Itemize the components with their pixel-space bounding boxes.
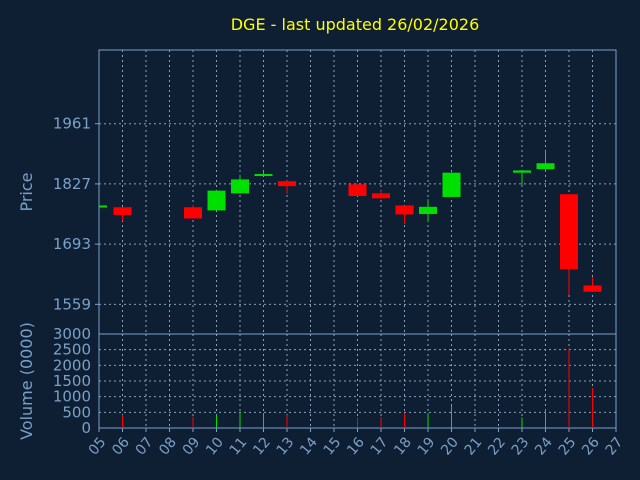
candle-body <box>348 184 367 197</box>
x-axis-label: Day <box>332 458 362 476</box>
volume-tick-label: 1000 <box>53 388 91 406</box>
x-tick-label: 15 <box>321 434 345 458</box>
x-tick-label: 12 <box>250 434 274 458</box>
grid-layer <box>95 49 617 432</box>
volume-tick-label: 2000 <box>53 356 91 374</box>
x-tick-label: 20 <box>438 434 462 458</box>
candle-body <box>372 193 390 199</box>
candle-body <box>442 172 461 197</box>
volume-tick-label: 500 <box>62 403 91 421</box>
candle-body <box>254 174 273 177</box>
x-tick-label: 17 <box>368 434 392 458</box>
candle-body <box>231 179 249 194</box>
x-tick-label: 09 <box>180 434 204 458</box>
candle-body <box>278 181 296 187</box>
price-tick-label: 1961 <box>53 115 91 133</box>
chart-title: DGE - last updated 26/02/2026 <box>231 15 480 34</box>
candle-body <box>419 206 437 215</box>
x-tick-label: 23 <box>509 434 533 458</box>
volume-axis-label: Volume (0000) <box>17 322 36 440</box>
x-tick-label: 18 <box>391 434 415 458</box>
x-tick-label: 24 <box>532 434 556 458</box>
x-tick-label: 21 <box>462 434 486 458</box>
price-tick-label: 1693 <box>53 235 91 253</box>
candle-body <box>113 207 132 215</box>
candle-body <box>513 170 531 173</box>
x-tick-label: 25 <box>556 434 580 458</box>
marks-layer <box>98 151 602 428</box>
candle-body <box>583 285 602 292</box>
price-axis-label: Price <box>17 172 36 211</box>
volume-tick-label: 0 <box>81 419 91 437</box>
candle-body <box>184 207 202 219</box>
x-tick-label: 19 <box>415 434 439 458</box>
x-tick-label: 06 <box>109 434 133 458</box>
candle-body <box>99 205 107 208</box>
x-tick-label: 16 <box>344 434 368 458</box>
candle-body <box>560 194 578 270</box>
volume-tick-label: 1500 <box>53 372 91 390</box>
volume-tick-label: 2500 <box>53 341 91 359</box>
x-tick-label: 08 <box>156 434 180 458</box>
price-tick-label: 1559 <box>53 295 91 313</box>
x-tick-label: 22 <box>485 434 509 458</box>
x-tick-label: 14 <box>297 434 321 458</box>
x-tick-label: 26 <box>579 434 603 458</box>
volume-tick-label: 3000 <box>53 325 91 343</box>
candle-body <box>395 205 414 215</box>
x-tick-label: 13 <box>274 434 298 458</box>
candle-body <box>207 190 226 211</box>
x-tick-label: 11 <box>227 434 251 458</box>
price-tick-label: 1827 <box>53 175 91 193</box>
x-tick-label: 10 <box>203 434 227 458</box>
candle-body <box>536 163 555 170</box>
x-tick-label: 27 <box>603 434 627 458</box>
x-tick-label: 07 <box>133 434 157 458</box>
x-tick-label: 05 <box>86 434 110 458</box>
